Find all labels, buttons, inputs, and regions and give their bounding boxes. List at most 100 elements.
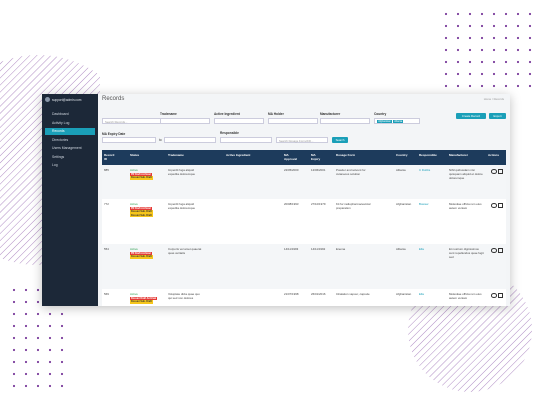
cell-id: 772 [104, 202, 109, 206]
cell-country: Afghanistan [396, 202, 412, 206]
filter-label: Manufacturer [320, 112, 341, 116]
status-badge: PR Draft Archival [130, 206, 152, 210]
cell-ma-approval: 20/08/1993 [284, 202, 299, 206]
cell-manufacturer: Nihil quibusdam nisi quisquam aliquid et… [449, 168, 483, 180]
sidebar-item[interactable]: Log [52, 163, 58, 167]
filter-label: Active Ingredient [214, 112, 240, 116]
cell-manufacturer: Molestiae officia rem eius autem veniam [449, 292, 482, 300]
page-title: Records [102, 96, 125, 102]
column-header: Actions [488, 153, 500, 157]
filter-label: MA Holder [268, 112, 284, 116]
create-button[interactable]: Create Record [456, 113, 486, 119]
date-input[interactable] [164, 137, 216, 143]
status-badge: Dossier Draft Archival [130, 296, 158, 300]
status-badge: PR Draft Archival [130, 251, 152, 255]
responsible-label: Responsible [220, 131, 239, 135]
cell-ma-approval: 14/11/1993 [284, 247, 299, 251]
status-cell: Active Dossier Draft Archival Dossier Sub.… [130, 292, 164, 304]
edit-action[interactable] [498, 168, 503, 174]
table-row: 554 Corporis vel amet quaerat quas verita… [102, 244, 506, 290]
search-button[interactable]: Search [332, 137, 348, 143]
column-header: MA Expiry [311, 153, 321, 161]
sidebar-item[interactable]: Dashboard [52, 112, 69, 116]
sidebar-item[interactable]: Users Management [52, 146, 82, 150]
cell-responsible: C Dobbs [419, 168, 431, 172]
cell-tradename: Imperdit fuga aliquid expedita doloremqu… [168, 202, 195, 210]
view-action[interactable] [491, 248, 497, 253]
edit-action[interactable] [498, 247, 503, 253]
edit-action[interactable] [498, 202, 503, 208]
cell-ma-expiry: 26/01/2016 [311, 292, 326, 296]
cell-id: 554 [104, 247, 109, 251]
status-badge: Dossier Sub. Draft [130, 176, 153, 180]
sidebar-item[interactable]: Records [45, 128, 95, 135]
to-label: to [159, 138, 162, 142]
sidebar-item[interactable]: Directories [52, 137, 69, 142]
user-email: support@admin.com [52, 97, 82, 102]
filter-input[interactable] [320, 118, 370, 124]
status-badge: Dossier Sub. Draft [130, 300, 153, 304]
country-select[interactable]: Afghanistan Albania [374, 118, 420, 124]
cell-id: 569 [104, 292, 109, 296]
table-row: 885 Imperdit fuga aliquid expedita dolore… [102, 165, 506, 200]
view-action[interactable] [491, 293, 497, 298]
column-header: Active Ingredient [226, 153, 251, 157]
column-header: Tradename [168, 153, 184, 157]
status-text: Active [130, 202, 138, 206]
view-action[interactable] [491, 203, 497, 208]
edit-action[interactable] [498, 292, 503, 298]
sidebar-item[interactable]: Activity Log [52, 120, 70, 125]
status-badge: Dossier Sub. Draft [130, 255, 153, 259]
table-row: 772 Imperdit fuga aliquid expedita dolore… [102, 199, 506, 245]
main-content: Records Home / Records Tradename Active I… [98, 94, 510, 306]
cell-ma-expiry: 12/06/2001 [311, 168, 326, 172]
filter-label: Tradename [160, 112, 177, 116]
column-header: Country [396, 153, 408, 157]
cell-tradename: Corporis vel amet quaerat quas veritatis [168, 247, 202, 255]
table-row: 569 Voluptate dicta quae quo qui sed non … [102, 289, 506, 306]
status-text: Active [130, 292, 138, 296]
cell-dosage-form: Inhalation vapour, capsule [336, 292, 370, 296]
cell-country: Albania [396, 168, 406, 172]
status-badge: PR Draft Archival [130, 172, 152, 176]
cell-tradename: Imperdit fuga aliquid expedita doloremqu… [168, 168, 195, 176]
cell-manufacturer: Et nostrum dignissimos sunt repellendus … [449, 247, 484, 259]
status-cell: Active PR Draft Archival Dossier Sub. Draf… [130, 168, 164, 180]
cell-responsible: Bowser [419, 202, 429, 206]
status-text: Active [130, 168, 138, 172]
cell-manufacturer: Molestiae officia rem eius autem veniam [449, 202, 482, 210]
dosage-input[interactable]: Search Dosage Form/A/D... [276, 137, 328, 143]
table-header: Record ID Status Tradename Active Ingredien… [102, 150, 506, 165]
cell-ma-approval: 21/07/1998 [284, 292, 299, 296]
cell-dosage-form: Kit for radiopharmaceutical preparation [336, 202, 371, 210]
column-header: Responsible [419, 153, 437, 157]
filter-input[interactable] [214, 118, 264, 124]
avatar [45, 97, 50, 102]
app-window: support@admin.com Dashboard Activity Log R… [42, 94, 510, 306]
cell-tradename: Voluptate dicta quae quo qui sed non dol… [168, 292, 200, 300]
export-button[interactable]: Export [489, 113, 506, 119]
records-table: Record ID Status Tradename Active Ingredien… [102, 150, 506, 306]
sidebar-item[interactable]: Settings [52, 154, 65, 159]
breadcrumb: Home / Records [483, 97, 504, 101]
cell-ma-expiry: 14/11/1992 [311, 247, 326, 251]
view-action[interactable] [491, 169, 497, 174]
filter-input[interactable] [268, 118, 318, 124]
column-header: Status [130, 153, 140, 157]
responsible-input[interactable] [220, 137, 272, 143]
country-tag: Afghanistan [377, 119, 393, 124]
cell-ma-approval: 22/05/2000 [284, 168, 299, 172]
status-text: Active [130, 247, 138, 251]
sidebar: support@admin.com Dashboard Activity Log R… [42, 94, 98, 306]
expiry-label: MA Expiry Date [102, 132, 126, 136]
cell-ma-expiry: 27/10/1979 [311, 202, 326, 206]
status-cell: Active PR Draft Archival Dossier Sub. Draf… [130, 202, 164, 218]
status-cell: Active PR Draft Archival Dossier Sub. Draf… [130, 247, 164, 259]
cell-id: 885 [104, 168, 109, 172]
filter-input[interactable] [160, 118, 210, 124]
country-tag: Albania [393, 119, 404, 124]
date-input[interactable] [102, 137, 156, 143]
column-header: MA Approval [284, 153, 298, 161]
search-input[interactable]: Search Records... [102, 118, 162, 124]
